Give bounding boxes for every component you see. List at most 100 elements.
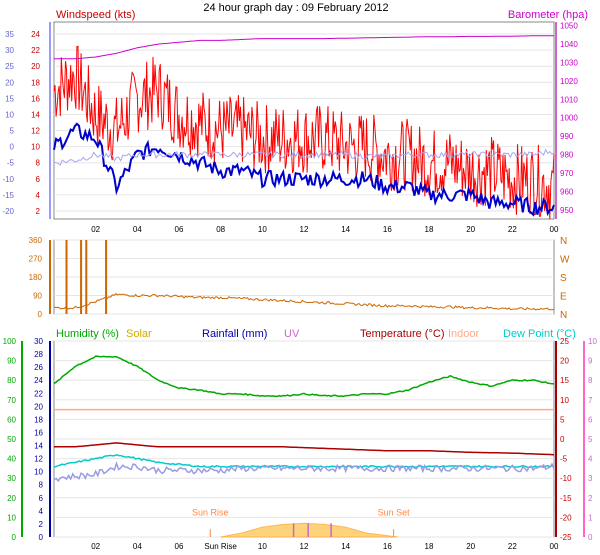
rain-tick-label: 22 (34, 389, 43, 398)
baro-tick-label: 1050 (560, 22, 578, 31)
compass-label: S (560, 273, 567, 284)
rain-tick-label: 28 (34, 350, 43, 359)
uv-tick-label: 6 (588, 415, 593, 424)
baro-tick-label: 1030 (560, 59, 578, 68)
series-1-line (53, 122, 555, 217)
uv-tick-label: 10 (588, 337, 597, 346)
x-tick-label: 00 (550, 225, 559, 234)
humidity-tick-label: 10 (7, 513, 16, 522)
temp-tick-label: -20 (2, 207, 14, 216)
legend-solar: Solar (126, 328, 152, 340)
kts-tick-label: 24 (31, 30, 40, 39)
temp-tick-label: 15 (560, 376, 569, 385)
page-title: 24 hour graph day : 09 February 2012 (203, 2, 388, 14)
rain-tick-label: 24 (34, 376, 43, 385)
kts-tick-label: 6 (36, 175, 41, 184)
temp-tick-label: -5 (7, 159, 15, 168)
humidity-tick-label: 70 (7, 396, 16, 405)
kts-tick-label: 16 (31, 94, 40, 103)
uv-tick-label: 3 (588, 474, 593, 483)
temp-tick-label: 0 (560, 435, 565, 444)
x-tick-label: 08 (216, 225, 225, 234)
uv-tick-label: 5 (588, 435, 593, 444)
legend-indoor: Indoor (448, 328, 480, 340)
windspeed-label: Windspeed (kts) (56, 9, 135, 21)
temp-tick-label: 20 (5, 78, 14, 87)
x-tick-label: 22 (508, 542, 517, 551)
x-tick-label: 02 (91, 225, 100, 234)
x-tick-label: 18 (425, 225, 434, 234)
uv-tick-label: 9 (588, 357, 593, 366)
uv-tick-label: 0 (588, 533, 593, 542)
humidity-tick-label: 100 (3, 337, 17, 346)
x-tick-label: 12 (300, 542, 309, 551)
temp-tick-label: 5 (560, 415, 565, 424)
x-tick-label: 20 (466, 542, 475, 551)
kts-tick-label: 10 (31, 143, 40, 152)
rain-tick-label: 2 (39, 520, 44, 529)
temp-tick-label: -20 (560, 513, 572, 522)
rain-tick-label: 0 (39, 533, 44, 542)
rain-tick-label: 12 (34, 455, 43, 464)
rain-tick-label: 10 (34, 468, 43, 477)
series-0-line (53, 45, 555, 220)
rain-tick-label: 20 (34, 402, 43, 411)
temp-tick-label: 10 (5, 110, 14, 119)
x-tick-label: 04 (133, 225, 142, 234)
kts-tick-label: 22 (31, 46, 40, 55)
temp-tick-label: 35 (5, 30, 14, 39)
kts-tick-label: 12 (31, 127, 40, 136)
temp-tick-label: 5 (10, 127, 15, 136)
humidity-tick-label: 90 (7, 357, 16, 366)
direction-tick-label: 180 (29, 273, 43, 282)
compass-label: N (560, 310, 567, 321)
temp-tick-label: 15 (5, 94, 14, 103)
wind-baro-panel: Windspeed (kts) Barometer (hpa) 2 -20 4 -15… (2, 9, 588, 234)
rain-tick-label: 18 (34, 415, 43, 424)
x-tick-label: 06 (175, 542, 184, 551)
x-tick-label: 16 (383, 225, 392, 234)
humidity-tick-label: 60 (7, 415, 16, 424)
uv-tick-label: 1 (588, 513, 593, 522)
uv-tick-label: 7 (588, 396, 593, 405)
compass-label: E (560, 292, 567, 303)
x-tick-label: 18 (425, 542, 434, 551)
humidity-tick-label: 40 (7, 455, 16, 464)
baro-tick-label: 1040 (560, 40, 578, 49)
rain-tick-label: 30 (34, 337, 43, 346)
barometer-label: Barometer (hpa) (508, 9, 588, 21)
direction-line (53, 293, 555, 311)
baro-tick-label: 990 (560, 132, 574, 141)
rain-tick-label: 8 (39, 481, 44, 490)
direction-tick-label: 360 (29, 236, 43, 245)
x-tick-label: 04 (133, 542, 142, 551)
temp-tick-label: 10 (560, 396, 569, 405)
x-tick-label: 22 (508, 225, 517, 234)
legend-humidity: Humidity (%) (56, 328, 119, 340)
temp-tick-label: 30 (5, 46, 14, 55)
x-tick-label: 14 (341, 542, 350, 551)
kts-tick-label: 14 (31, 110, 40, 119)
x-tick-label: Sun Rise (204, 542, 237, 551)
series-2-line (54, 442, 555, 456)
x-tick-label: 16 (383, 542, 392, 551)
humidity-tick-label: 0 (12, 533, 17, 542)
baro-tick-label: 960 (560, 187, 574, 196)
uv-tick-label: 8 (588, 376, 593, 385)
direction-tick-label: 90 (33, 292, 42, 301)
baro-tick-label: 1020 (560, 77, 578, 86)
temp-tick-label: 20 (560, 357, 569, 366)
temp-tick-label: -15 (2, 191, 14, 200)
humidity-tick-label: 30 (7, 474, 16, 483)
series-3-line (54, 35, 554, 60)
temp-tick-label: -5 (560, 455, 568, 464)
baro-tick-label: 970 (560, 169, 574, 178)
rain-tick-label: 26 (34, 363, 43, 372)
direction-tick-label: 0 (38, 310, 43, 319)
legend-dewpoint: Dew Point (°C) (503, 328, 576, 340)
rain-tick-label: 14 (34, 442, 43, 451)
compass-label: W (560, 255, 570, 266)
humidity-temp-panel: Humidity (%) Solar Rainfall (mm) UV Temperat… (3, 328, 598, 551)
legend-temperature: Temperature (°C) (360, 328, 444, 340)
